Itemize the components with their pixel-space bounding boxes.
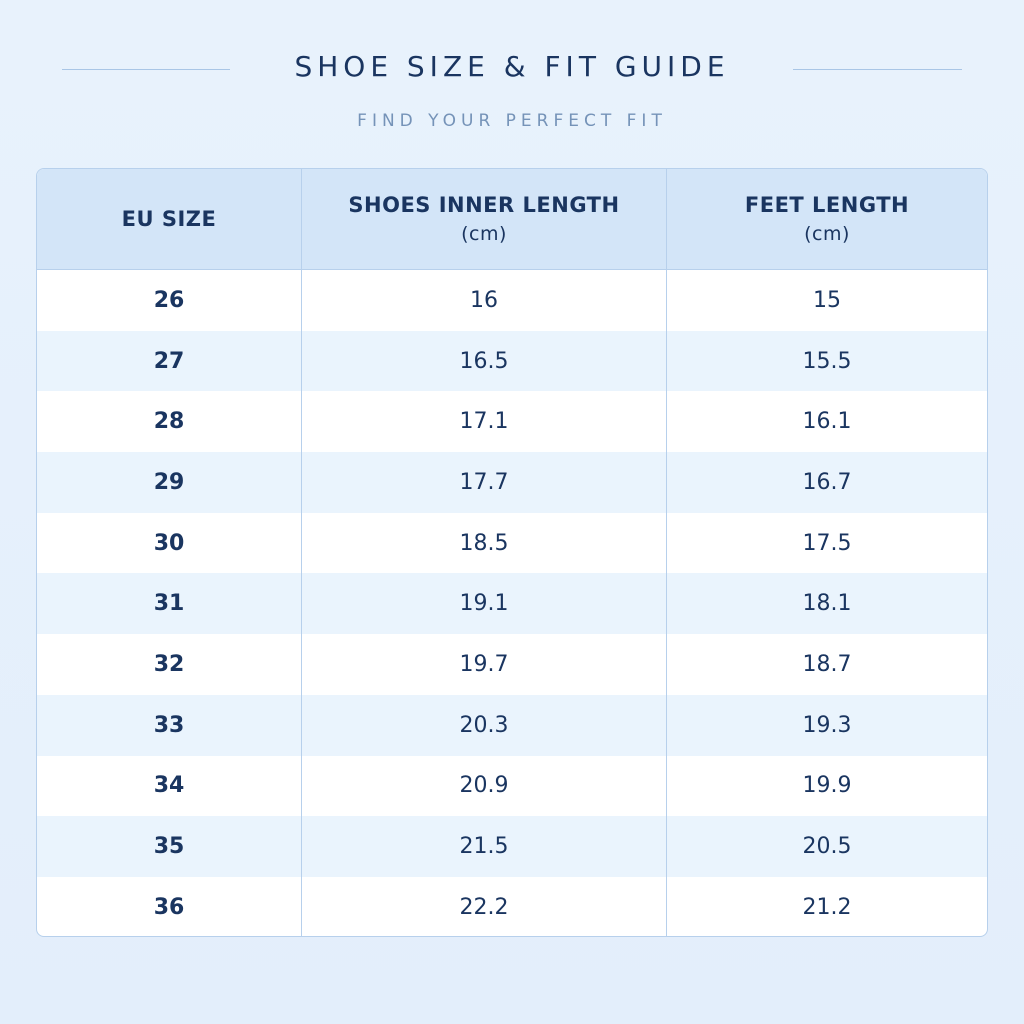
length-cell: 21.2 [802, 894, 852, 920]
header-unit: (cm) [461, 223, 507, 245]
header-label: SHOES INNER LENGTH [348, 193, 620, 217]
header-label: EU SIZE [121, 207, 217, 231]
header-cell: EU SIZE [37, 169, 302, 269]
length-cell: 16 [302, 270, 667, 331]
header-row: EU SIZE SHOES INNER LENGTH (cm) FEET LENGTH… [37, 169, 987, 270]
length-cell: 17.7 [302, 452, 667, 513]
size-cell: 28 [37, 391, 302, 453]
length-cell: 16.7 [802, 469, 852, 495]
table-row: 27 16.5 15.5 [37, 330, 987, 392]
length-cell: 16.5 [302, 330, 667, 392]
length-cell: 20.3 [302, 694, 667, 756]
size-cell: 29 [37, 452, 302, 513]
header-cell: FEET LENGTH (cm) [667, 169, 987, 269]
size-table: EU SIZE SHOES INNER LENGTH (cm) FEET LENGTH… [36, 168, 988, 937]
table-row: 29 17.7 16.7 [37, 452, 987, 513]
header-cell: SHOES INNER LENGTH (cm) [302, 169, 667, 269]
length-cell: 18.5 [302, 512, 667, 574]
length-cell: 19.9 [802, 773, 852, 799]
length-cell: 17.5 [802, 530, 852, 556]
length-cell: 15 [813, 287, 841, 313]
length-cell: 22.2 [302, 876, 667, 936]
title: SHOE SIZE & FIT GUIDE [294, 50, 730, 83]
size-cell: 27 [37, 330, 302, 392]
size-cell: 34 [37, 755, 302, 817]
length-cell: 20.9 [302, 755, 667, 817]
table-row: 35 21.5 20.5 [37, 816, 987, 877]
table-row: 26 16 15 [37, 270, 987, 331]
length-cell: 15.5 [802, 348, 852, 374]
table-row: 32 19.7 18.7 [37, 634, 987, 695]
subtitle: FIND YOUR PERFECT FIT [357, 111, 667, 131]
header-label: FEET LENGTH [744, 193, 910, 217]
size-cell: 33 [37, 694, 302, 756]
size-cell: 26 [37, 270, 302, 331]
table-row: 33 20.3 19.3 [37, 694, 987, 756]
table-row: 30 18.5 17.5 [37, 512, 987, 574]
length-cell: 19.3 [802, 712, 852, 738]
table-row: 28 17.1 16.1 [37, 391, 987, 453]
length-cell: 17.1 [302, 391, 667, 453]
table-row: 36 22.2 21.2 [37, 876, 987, 936]
table-row: 31 19.1 18.1 [37, 573, 987, 635]
length-cell: 19.1 [302, 573, 667, 635]
title-rule [793, 69, 962, 70]
size-cell: 32 [37, 634, 302, 695]
size-cell: 31 [37, 573, 302, 635]
table-row: 34 20.9 19.9 [37, 755, 987, 817]
length-cell: 20.5 [802, 834, 852, 860]
length-cell: 21.5 [302, 816, 667, 877]
length-cell: 16.1 [802, 409, 852, 435]
length-cell: 18.7 [802, 651, 852, 677]
size-cell: 30 [37, 512, 302, 574]
header-unit: (cm) [804, 223, 850, 245]
length-cell: 18.1 [802, 591, 852, 617]
size-cell: 36 [37, 876, 302, 936]
length-cell: 19.7 [302, 634, 667, 695]
title-rule [62, 69, 230, 70]
size-cell: 35 [37, 816, 302, 877]
